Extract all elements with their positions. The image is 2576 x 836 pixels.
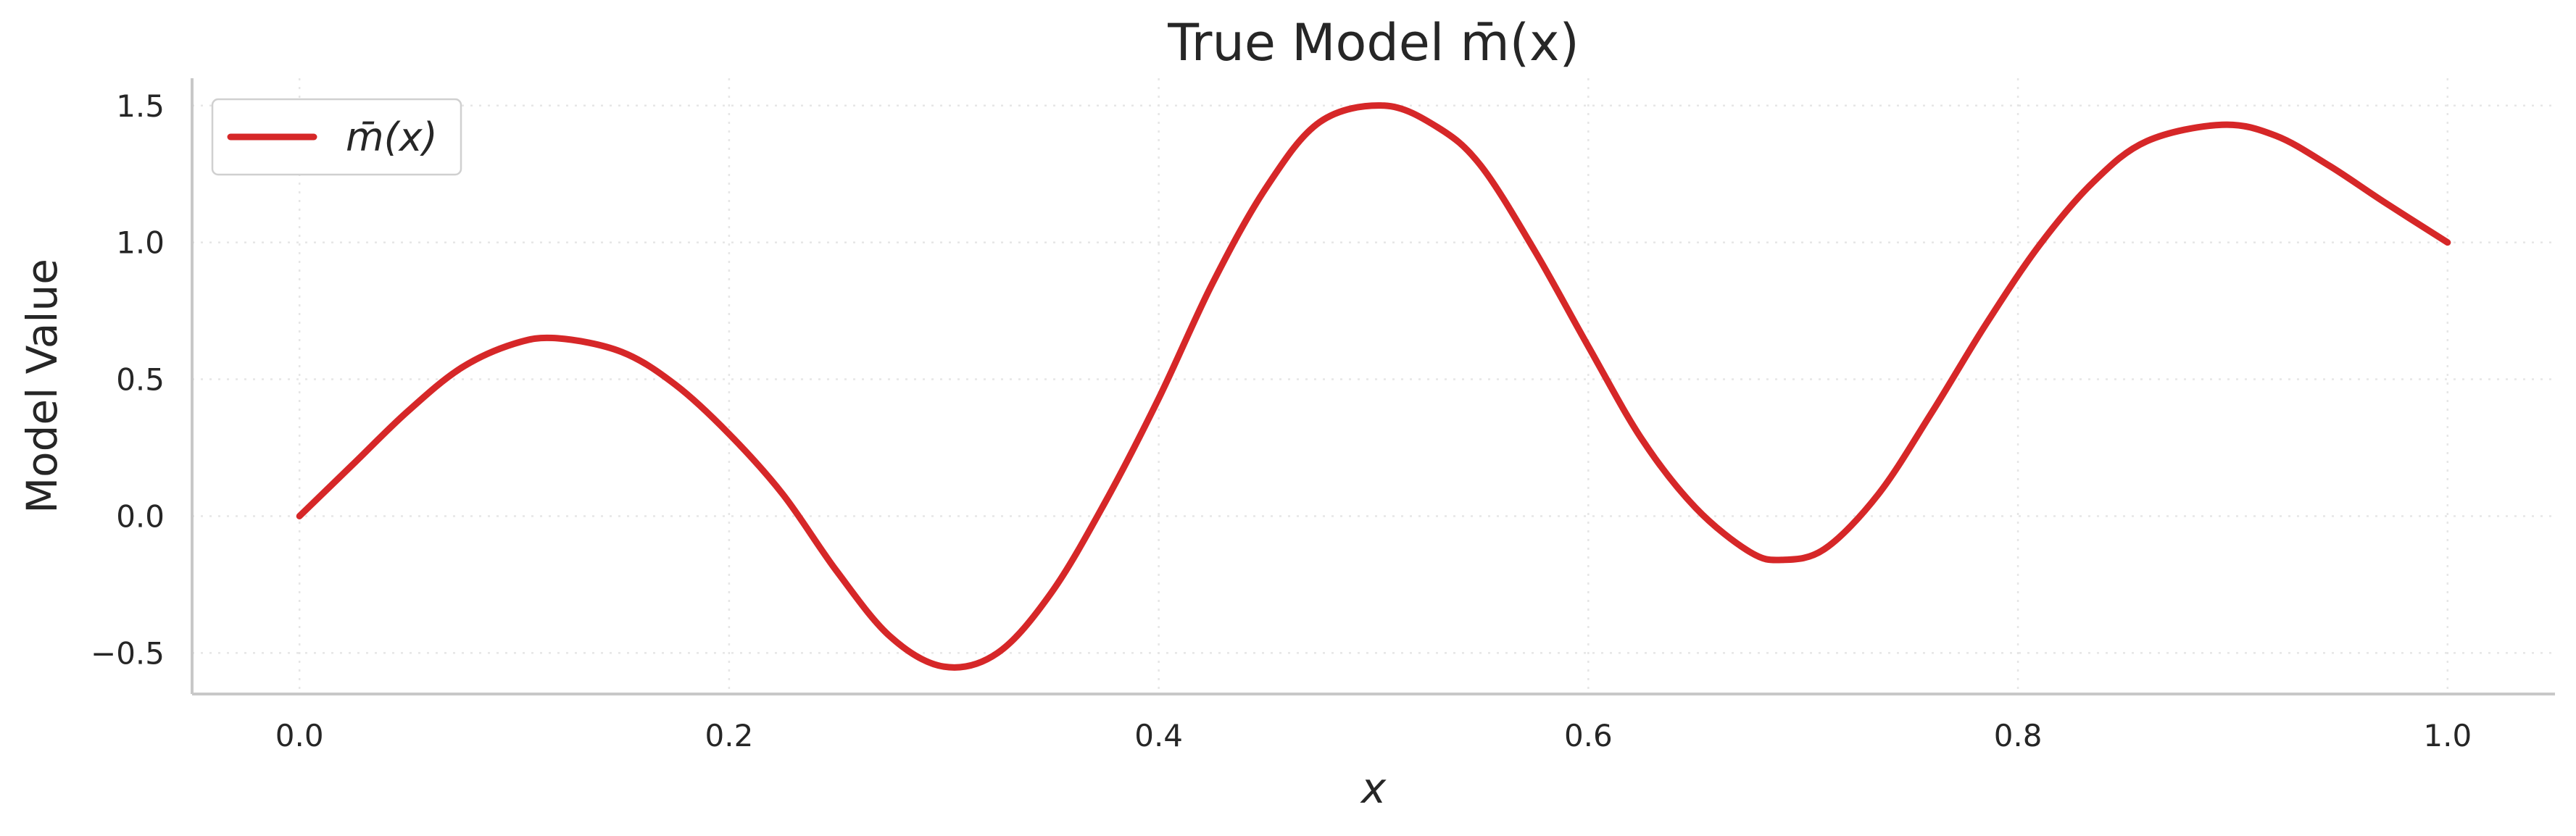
y-tick-label: 0.0 [116, 498, 165, 534]
grid-lines [192, 78, 2555, 694]
series-line-m-bar [296, 102, 2451, 671]
chart-title: True Model m̄(x) [1167, 13, 1579, 72]
x-tick-label: 0.0 [275, 718, 324, 753]
x-tick-label: 0.4 [1134, 718, 1183, 753]
x-tick-label: 0.6 [1564, 718, 1613, 753]
y-axis-label: Model Value [17, 259, 67, 514]
x-tick-label: 1.0 [2423, 718, 2472, 753]
x-tick-label: 0.8 [1994, 718, 2043, 753]
legend: m̄(x) [211, 98, 462, 176]
tick-labels: 0.0 0.2 0.4 0.6 0.8 1.0 −0.5 0.0 0.5 1.0 1.5 [91, 88, 2472, 753]
y-tick-label: 1.5 [116, 88, 165, 124]
y-tick-label: 1.0 [116, 225, 165, 261]
y-tick-label: −0.5 [91, 635, 165, 671]
x-tick-label: 0.2 [705, 718, 754, 753]
legend-label: m̄(x) [346, 114, 438, 160]
x-axis-label: x [1360, 764, 1387, 813]
series-layer [296, 102, 2451, 671]
y-tick-label: 0.5 [116, 362, 165, 398]
legend-box [211, 98, 462, 176]
